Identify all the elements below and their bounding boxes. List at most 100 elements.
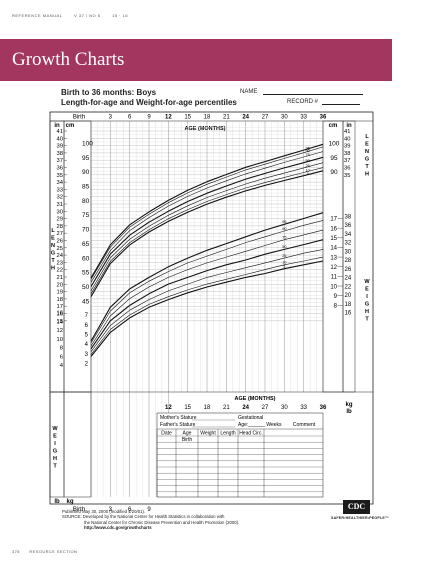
table-column-header: Age xyxy=(183,431,192,437)
running-head: REFERENCE MANUAL V 37 / NO 6 15 · 16 xyxy=(12,13,138,18)
length-side-label-letter-right: T xyxy=(365,164,369,170)
x-tick-label-bottom: 9 xyxy=(147,507,151,513)
name-field[interactable]: NAME xyxy=(240,88,364,95)
left-lb-tick-label: 8 xyxy=(60,346,63,352)
table-column-header: Length xyxy=(220,431,236,437)
footer-running: 378 RESOURCE SECTION xyxy=(12,549,85,554)
x-tick-label-top: 36 xyxy=(320,115,327,121)
weight-side-label-letter-left: E xyxy=(53,434,57,440)
right-lb-tick-label: 38 xyxy=(345,214,352,220)
x-tick-label-top: 21 xyxy=(223,115,230,121)
length-in-tick-label: 37 xyxy=(57,158,63,164)
left-lb-tick-label: 16 xyxy=(57,311,63,317)
weight-curve-5 xyxy=(90,260,324,357)
length-percentile-label: 5 xyxy=(307,172,309,176)
left-kg-tick-label: 2 xyxy=(85,361,89,367)
record-line[interactable] xyxy=(322,98,361,105)
length-cm-unit: cm xyxy=(66,123,75,129)
length-cm-tick-label: 65 xyxy=(82,241,90,248)
x-tick-label-mid: 12 xyxy=(165,405,172,411)
right-lb-tick-label: 22 xyxy=(345,284,352,290)
right-lb-tick-label: 18 xyxy=(345,302,352,308)
right-kg-tick-label: 17 xyxy=(330,217,337,223)
length-in-tick-label: 33 xyxy=(57,187,63,193)
length-cm-tick-label: 80 xyxy=(82,198,90,205)
x-tick-label-top: 24 xyxy=(242,115,249,121)
name-line[interactable] xyxy=(263,88,364,95)
length-curve-5 xyxy=(90,170,324,297)
journal-name: REFERENCE MANUAL xyxy=(12,13,63,18)
name-label: NAME xyxy=(240,89,258,95)
length-in-tick-label: 17 xyxy=(57,304,63,310)
weight-curve-75 xyxy=(90,229,324,347)
section-name: RESOURCE SECTION xyxy=(29,549,78,554)
x-axis-title-mid: AGE (MONTHS) xyxy=(235,396,276,402)
left-lb-column xyxy=(49,391,65,498)
comment-label: Comment xyxy=(293,422,316,428)
first-row-age: Birth xyxy=(182,437,193,443)
length-percentile-label: 90 xyxy=(306,149,310,153)
right-kg-tick-label: 14 xyxy=(330,246,337,252)
length-in-tick-label: 27 xyxy=(57,231,63,237)
length-percentile-label: 95 xyxy=(306,146,310,150)
record-label: RECORD # xyxy=(287,99,319,105)
x-axis-title-top: AGE (MONTHS) xyxy=(185,126,226,132)
x-tick-label-top: 15 xyxy=(184,115,191,121)
length-in-tick-label: 29 xyxy=(57,217,63,223)
length-in-tick-label: 35 xyxy=(57,173,63,179)
table-column-header: Head Circ. xyxy=(239,431,263,437)
length-side-label-letter: N xyxy=(51,243,55,249)
right-lb-tick-label: 30 xyxy=(345,249,352,255)
source-url[interactable]: http://www.cdc.gov/growthcharts xyxy=(84,524,152,530)
weight-side-label-letter-left: I xyxy=(54,441,56,447)
length-side-label-letter-right: L xyxy=(365,134,369,140)
length-in-tick-label: 41 xyxy=(57,129,63,135)
x-tick-label-mid: 21 xyxy=(223,405,230,411)
lb-unit-bottom: lb xyxy=(54,499,60,505)
right-kg-tick-label: 13 xyxy=(330,255,337,261)
length-in-tick-label: 28 xyxy=(57,224,63,230)
x-tick-label-mid: 27 xyxy=(262,405,269,411)
length-cm-tick-label: 50 xyxy=(82,284,90,291)
cdc-logo: CDC xyxy=(343,500,370,514)
right-in-tick-label: 40 xyxy=(344,136,350,142)
left-kg-tick-label: 5 xyxy=(85,333,89,339)
left-lb-tick-label: 4 xyxy=(60,363,64,369)
weight-side-label-letter-left: G xyxy=(53,449,57,455)
length-in-tick-label: 39 xyxy=(57,144,63,150)
cdc-tagline: SAFER•HEALTHIER•PEOPLE™ xyxy=(331,516,389,520)
right-kg-tick-label: 8 xyxy=(334,304,338,310)
length-in-tick-label: 16 xyxy=(57,312,63,318)
right-in-tick-label: 41 xyxy=(344,129,350,135)
right-lb-tick-label: 24 xyxy=(345,276,352,282)
x-tick-label-mid: 15 xyxy=(184,405,191,411)
right-in-tick-label: 35 xyxy=(344,173,350,179)
length-in-tick-label: 23 xyxy=(57,260,63,266)
length-in-tick-label: 15 xyxy=(57,319,63,325)
length-curve-50 xyxy=(90,156,324,287)
kg-unit-bottom: kg xyxy=(66,499,73,505)
length-in-unit: in xyxy=(54,123,60,129)
length-cm-tick-label: 45 xyxy=(82,298,90,305)
length-in-tick-label: 22 xyxy=(57,268,63,274)
length-in-tick-label: 19 xyxy=(57,290,63,296)
length-percentile-label: 75 xyxy=(306,153,310,157)
right-in-tick-label: 37 xyxy=(344,158,350,164)
right-lb-tick-label: 16 xyxy=(345,311,352,317)
length-in-tick-label: 24 xyxy=(57,253,64,259)
length-curve-10 xyxy=(90,167,324,294)
length-in-tick-label: 36 xyxy=(57,166,63,172)
length-in-tick-label: 31 xyxy=(57,202,63,208)
weight-side-label-letter-left: H xyxy=(53,456,57,462)
x-tick-label-top: 3 xyxy=(109,115,113,121)
x-tick-label-top: 27 xyxy=(262,115,269,121)
x-tick-label-top: Birth xyxy=(73,115,85,121)
length-in-tick-label: 25 xyxy=(57,246,63,252)
record-field[interactable]: RECORD # xyxy=(287,98,361,105)
left-kg-tick-label: 7 xyxy=(85,313,89,319)
length-curve-25 xyxy=(90,162,324,292)
length-side-label-letter: T xyxy=(51,258,55,264)
x-tick-label-mid: 24 xyxy=(242,405,249,411)
length-curve-95 xyxy=(90,143,324,279)
weight-side-label-letter: T xyxy=(365,317,369,323)
